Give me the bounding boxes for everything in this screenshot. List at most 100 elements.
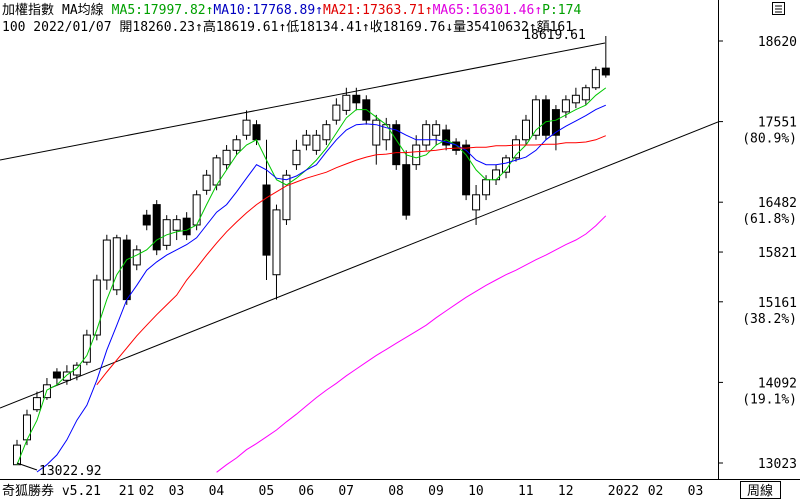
x-tick-label: 05 xyxy=(259,484,275,499)
candle-body xyxy=(172,219,181,231)
fib-label: (80.9%) xyxy=(742,132,797,147)
indicator: MA均線 xyxy=(62,2,104,18)
title: 加權指數 xyxy=(2,3,54,18)
x-tick-label: 06 xyxy=(298,484,314,499)
candle-body xyxy=(102,239,111,281)
candle-body xyxy=(521,119,530,141)
candle-body xyxy=(551,109,560,136)
ma-line xyxy=(36,104,607,473)
status-bg xyxy=(0,481,128,500)
candle-body xyxy=(452,141,461,151)
x-tick-label: 2022 xyxy=(608,484,639,499)
ma-line xyxy=(16,87,607,465)
y-tick-label: 17551 xyxy=(758,116,797,131)
candle-body xyxy=(162,219,171,246)
candle-body xyxy=(302,134,311,146)
candle-body xyxy=(561,99,570,113)
candle-body xyxy=(531,99,540,136)
candle-body xyxy=(492,169,501,181)
candle-body xyxy=(541,99,550,136)
y-tick-label: 18620 xyxy=(758,35,797,50)
candle-body xyxy=(62,371,71,381)
legend-ma10: MA10:17768.89↑ xyxy=(213,3,323,18)
candle-body xyxy=(322,124,331,141)
candle-body xyxy=(242,119,251,136)
x-tick-label: 03 xyxy=(688,484,704,499)
y-tick-label: 15821 xyxy=(758,246,797,261)
candle-body xyxy=(112,237,121,291)
candle-body xyxy=(352,94,361,104)
candle-body xyxy=(222,149,231,166)
candle-body xyxy=(342,94,351,111)
candle-body xyxy=(272,209,281,276)
trend-line-upper xyxy=(0,42,606,161)
header-bg xyxy=(0,0,716,36)
plot-area xyxy=(0,36,718,473)
period-button[interactable] xyxy=(740,481,781,499)
high-label: 18619.61 xyxy=(523,28,586,43)
candle-body xyxy=(512,139,520,159)
candle-body xyxy=(372,119,381,146)
fib-label: (61.8%) xyxy=(742,212,797,227)
x-tick-label: 11 xyxy=(518,484,534,499)
candle-body xyxy=(252,124,261,141)
candle-body xyxy=(32,397,41,411)
x-tick-label: 02 xyxy=(139,484,155,499)
candle-body xyxy=(122,239,131,301)
legend-ma21: MA21:17363.71↑ xyxy=(323,3,433,18)
ma-line xyxy=(96,135,606,386)
candle-body xyxy=(432,124,441,136)
x-tick-label: 02 xyxy=(648,484,664,499)
y-tick-label: 16482 xyxy=(758,196,797,211)
candle-body xyxy=(232,139,241,151)
period[interactable]: 周線 xyxy=(747,483,773,499)
candle-body xyxy=(422,124,431,146)
legend-ma65: MA65:16301.46↑ xyxy=(433,3,543,18)
candle-body xyxy=(52,371,61,379)
candle-body xyxy=(601,67,610,76)
header-line: 加權指數 MA均線 MA5:17997.82↑MA10:17768.89↑MA21:… xyxy=(2,2,581,18)
low-label: 13022.92 xyxy=(39,464,102,479)
x-tick-label: 04 xyxy=(209,484,225,499)
candle-body xyxy=(332,104,341,121)
fib-label: (19.1%) xyxy=(742,392,797,407)
candle-body xyxy=(312,134,321,151)
fib-label: (38.2%) xyxy=(742,312,797,327)
candle-body xyxy=(462,144,471,196)
x-tick-label: 03 xyxy=(169,484,185,499)
candle-body xyxy=(292,149,301,166)
x-tick-label: 09 xyxy=(428,484,444,499)
candle-body xyxy=(282,174,291,221)
trend-line-lower xyxy=(0,121,718,409)
x-tick-label: 10 xyxy=(468,484,484,499)
candle-body xyxy=(13,444,21,466)
candle-body xyxy=(182,217,191,236)
candle-body xyxy=(482,179,491,196)
low-leader xyxy=(16,462,38,471)
candle-body xyxy=(132,249,141,266)
y-tick-label: 13023 xyxy=(758,457,797,472)
info-line: 100 2022/01/07 開18260.23↑高18619.61↑低1813… xyxy=(2,19,573,35)
candle-body xyxy=(142,214,151,226)
candle-body xyxy=(202,174,211,191)
candle-body xyxy=(82,334,91,363)
x-tick-label: 08 xyxy=(388,484,404,499)
candle-body xyxy=(392,124,401,166)
legend-p: P:174 xyxy=(542,3,581,18)
status: 奇狐勝券 v5.21 xyxy=(2,483,101,499)
candle-body xyxy=(472,194,481,211)
candle-body xyxy=(412,144,421,166)
candle-body xyxy=(591,69,600,89)
candle-body xyxy=(442,129,451,146)
candle-body xyxy=(581,87,590,101)
y-tick-label: 15161 xyxy=(758,296,797,311)
y-tick-label: 14092 xyxy=(758,376,797,391)
candle-body xyxy=(262,184,271,256)
candle-body xyxy=(92,279,101,336)
candle-body xyxy=(402,164,411,216)
ma-line xyxy=(216,215,607,473)
legend-ma5: MA5:17997.82↑ xyxy=(112,3,214,18)
candle-body xyxy=(152,204,161,251)
candle-body xyxy=(571,94,580,104)
